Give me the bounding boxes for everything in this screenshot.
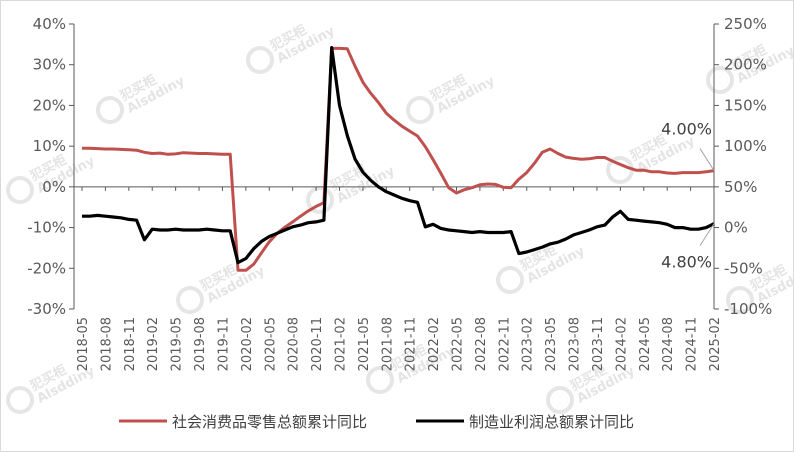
x-tick-label: 2019-08	[193, 317, 208, 371]
series-layer	[82, 46, 715, 272]
x-tick-label: 2022-05	[451, 317, 466, 371]
annotation-label: 4.00%	[661, 120, 712, 139]
left-y-axis: 40% 30% 20% 10% 0% -10% -20% -30%	[27, 15, 75, 318]
left-tick-label: 10%	[33, 137, 66, 155]
x-tick-label: 2021-02	[333, 317, 348, 371]
x-tick-label: 2018-05	[76, 317, 91, 371]
right-tick-label: 0%	[724, 219, 748, 237]
x-tick-label: 2021-05	[357, 317, 372, 371]
left-tick-label: -10%	[27, 219, 66, 237]
x-tick-label: 2019-11	[216, 317, 231, 371]
x-tick-label: 2024-02	[614, 317, 629, 371]
x-tick-label: 2019-05	[170, 317, 185, 371]
x-tick-label: 2022-08	[474, 317, 489, 371]
legend: 社会消费品零售总额累计同比 制造业利润总额累计同比	[119, 413, 634, 431]
right-y-axis: 250% 200% 150% 100% 50% 0% -50% -100%	[713, 15, 772, 318]
left-tick-label: -30%	[27, 300, 66, 318]
annotation-leader-line	[699, 223, 715, 246]
legend-label-1: 社会消费品零售总额累计同比	[172, 413, 367, 431]
right-tick-label: 100%	[724, 137, 767, 155]
x-tick-label: 2022-11	[497, 317, 512, 371]
annotation-label: 4.80%	[661, 253, 712, 272]
right-tick-label: 150%	[724, 96, 767, 114]
x-tick-label: 2021-08	[380, 317, 395, 371]
left-tick-label: 20%	[33, 96, 66, 114]
left-tick-label: 0%	[42, 178, 66, 196]
x-tick-label: 2023-02	[521, 317, 536, 371]
annotation-leader-line	[699, 148, 715, 171]
x-tick-label: 2022-02	[427, 317, 442, 371]
x-tick-label: 2024-11	[685, 317, 700, 371]
x-tick-label: 2025-02	[708, 317, 723, 371]
x-tick-label: 2020-08	[287, 317, 302, 371]
x-tick-label: 2021-11	[404, 317, 419, 371]
x-tick-label: 2023-08	[568, 317, 583, 371]
x-tick-label: 2018-11	[123, 317, 138, 371]
x-tick-label: 2023-11	[591, 317, 606, 371]
right-tick-label: -50%	[724, 259, 763, 277]
left-tick-label: -20%	[27, 259, 66, 277]
left-tick-label: 30%	[33, 56, 66, 74]
x-axis: 2018-05 2018-08 2018-11 2019-02 2019-05 2019-…	[74, 186, 723, 371]
legend-label-2: 制造业利润总额累计同比	[469, 413, 634, 431]
series-line-1	[82, 46, 715, 272]
annotation-layer: 4.00% 4.80%	[661, 120, 715, 272]
x-tick-label: 2020-11	[310, 317, 325, 371]
right-tick-label: 50%	[724, 178, 757, 196]
x-tick-label: 2020-02	[240, 317, 255, 371]
x-tick-label: 2024-05	[638, 317, 653, 371]
x-tick-label: 2020-05	[263, 317, 278, 371]
x-tick-label: 2024-08	[661, 317, 676, 371]
right-tick-label: 200%	[724, 56, 767, 74]
left-tick-label: 40%	[33, 15, 66, 33]
series-line-2	[82, 46, 715, 265]
x-tick-label: 2018-08	[99, 317, 114, 371]
x-tick-label: 2019-02	[146, 317, 161, 371]
x-tick-label: 2023-05	[544, 317, 559, 371]
right-tick-label: -100%	[724, 300, 772, 318]
right-tick-label: 250%	[724, 15, 767, 33]
